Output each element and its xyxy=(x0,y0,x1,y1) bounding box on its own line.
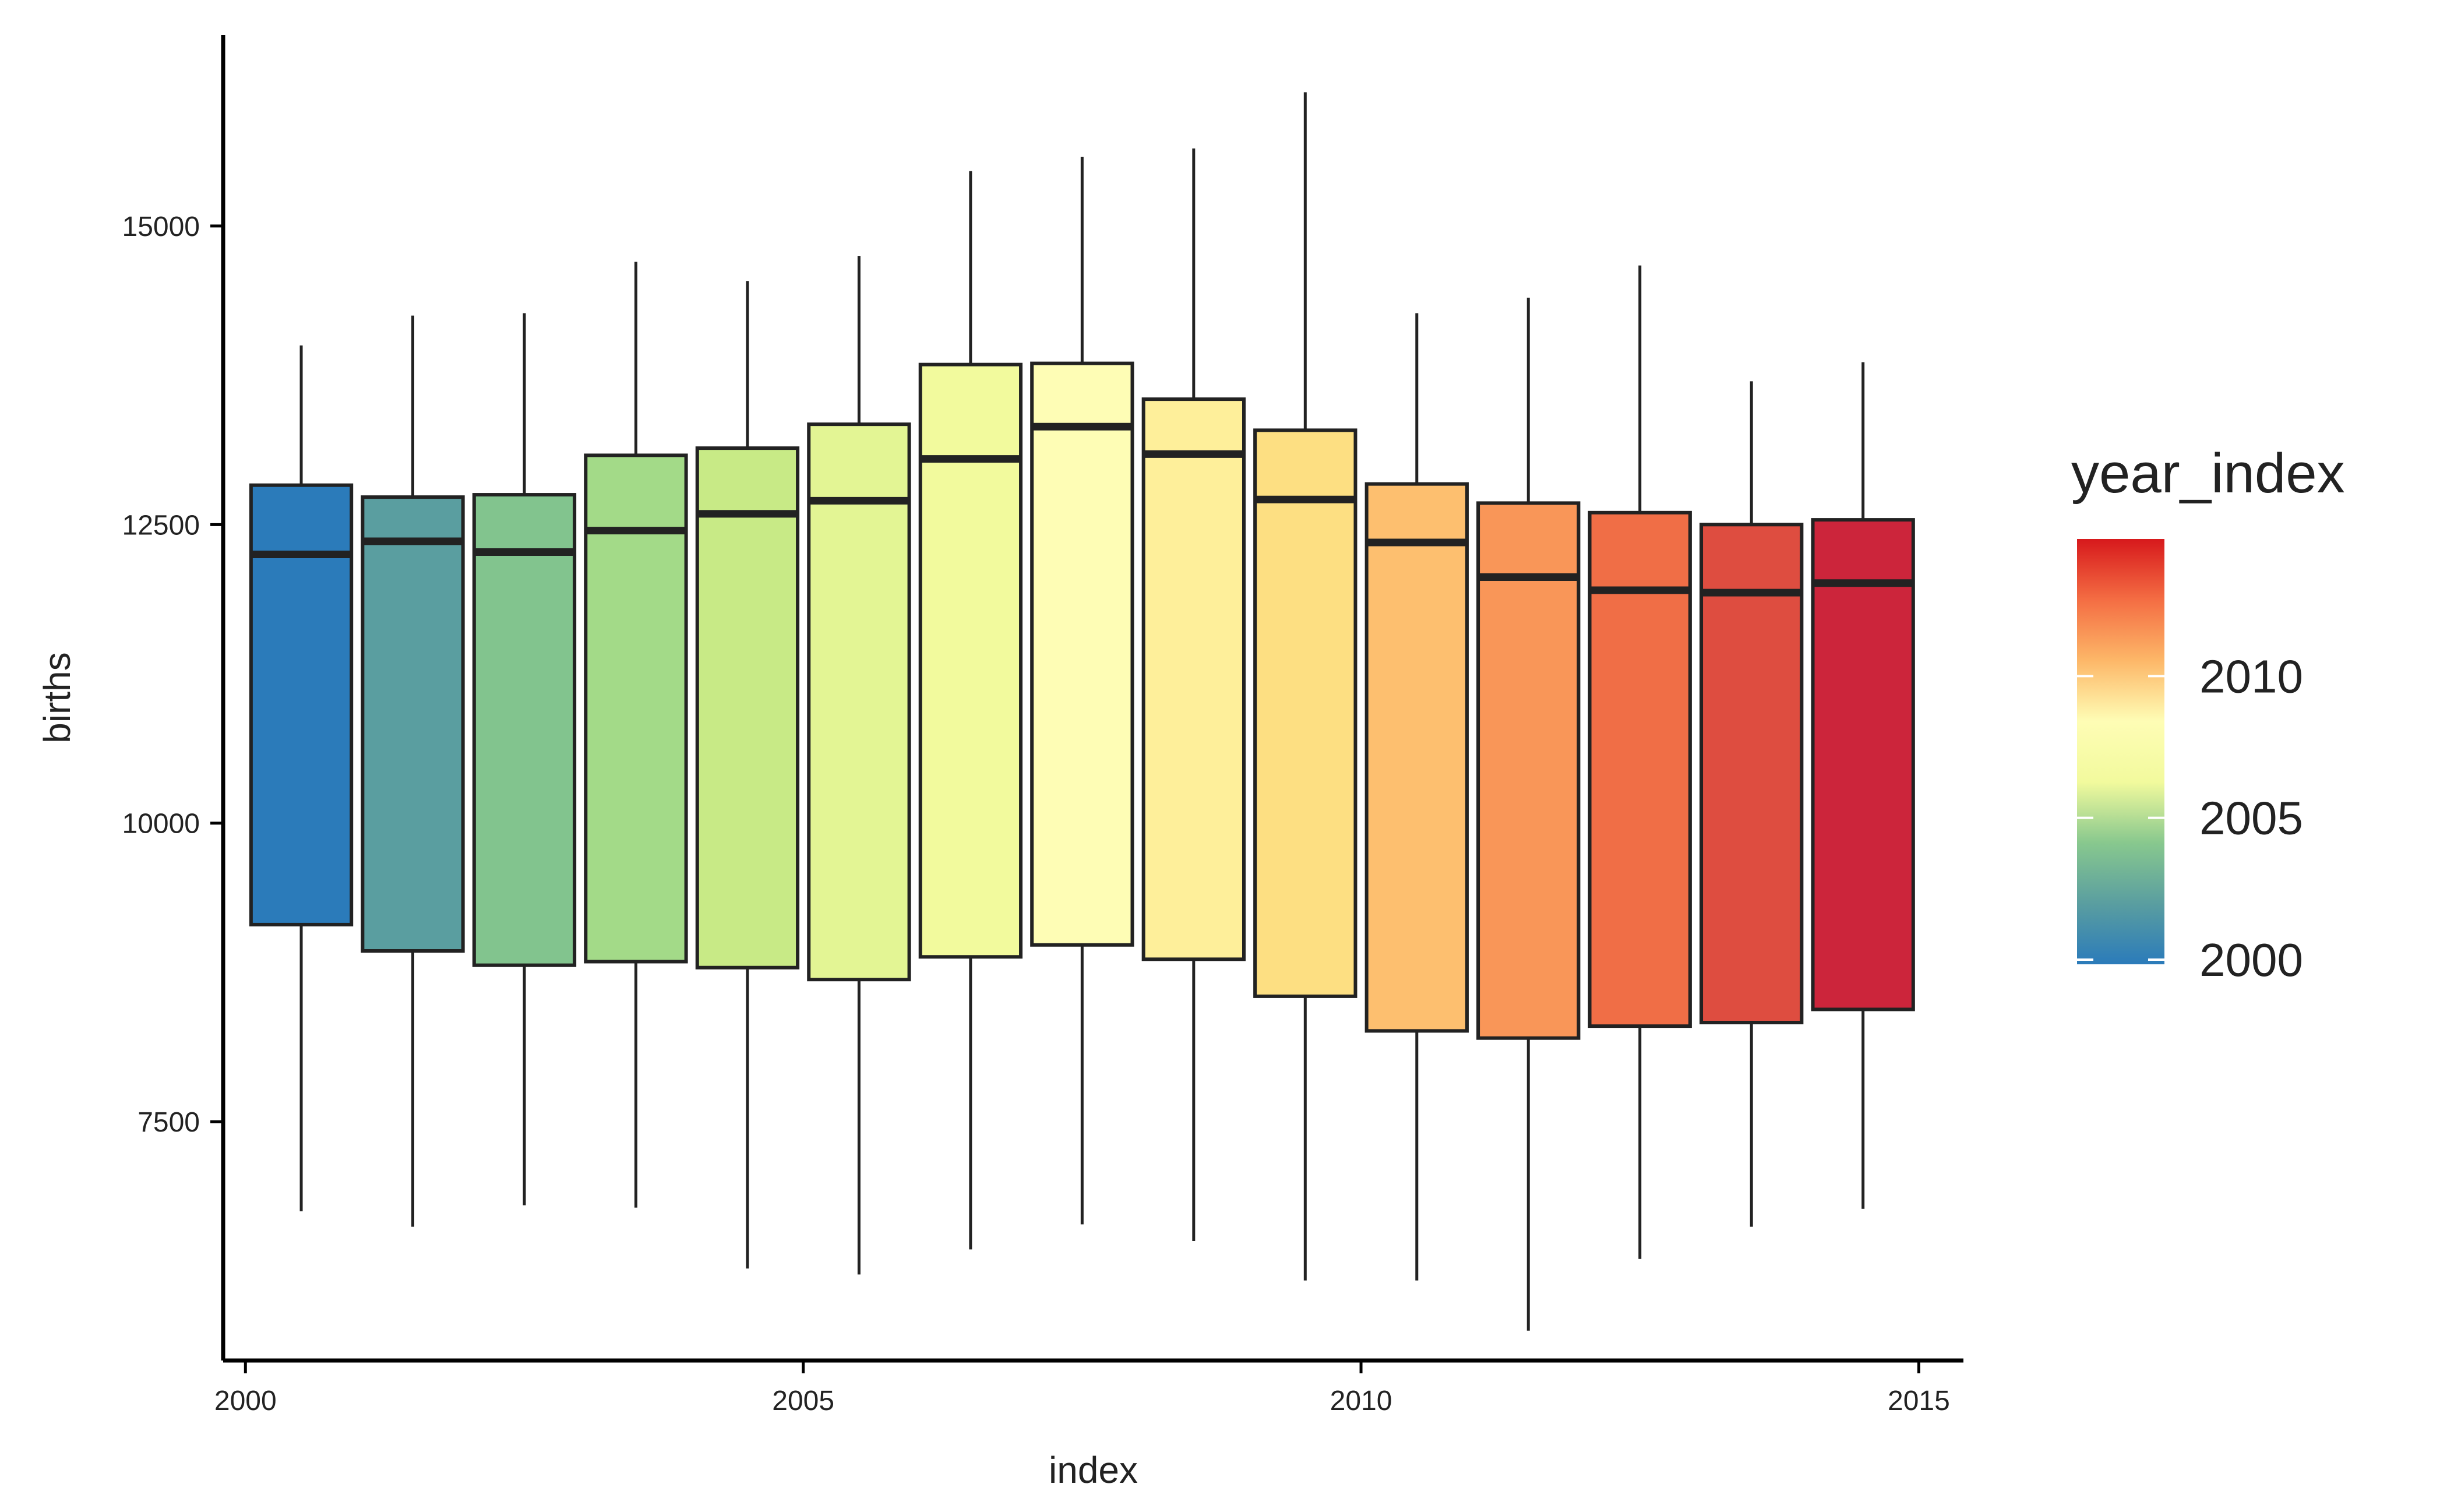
box-body xyxy=(361,495,465,953)
box-14 xyxy=(1811,362,1915,1209)
legend-tick-label: 2005 xyxy=(2199,792,2303,844)
box-body xyxy=(1141,397,1246,961)
y-tick-label: 12500 xyxy=(122,510,200,541)
y-axis-title: births xyxy=(36,652,78,743)
y-tick-label: 15000 xyxy=(122,212,200,242)
box-body xyxy=(1476,501,1581,1040)
box-body xyxy=(807,422,911,982)
box-9 xyxy=(1253,92,1358,1281)
box-0 xyxy=(249,345,354,1211)
box-body xyxy=(1811,518,1915,1011)
colorbar xyxy=(2077,539,2164,964)
legend-title: year_index xyxy=(2071,442,2345,505)
x-tick-label: 2005 xyxy=(772,1386,834,1416)
plot-area xyxy=(249,92,1915,1331)
box-body xyxy=(1699,523,1804,1024)
box-body xyxy=(584,453,688,964)
box-3 xyxy=(584,262,688,1208)
x-tick-label: 2015 xyxy=(1888,1386,1950,1416)
box-1 xyxy=(361,315,465,1227)
box-body xyxy=(1030,361,1134,947)
x-axis-title: index xyxy=(1049,1449,1138,1491)
box-11 xyxy=(1476,297,1581,1331)
box-7 xyxy=(1030,157,1134,1225)
y-tick-label: 7500 xyxy=(137,1107,200,1138)
box-body xyxy=(695,446,800,970)
colorbar-legend: year_index 2000 2005 2010 xyxy=(2071,442,2345,986)
box-2 xyxy=(472,313,577,1206)
x-tick-label: 2000 xyxy=(214,1386,277,1416)
box-body xyxy=(249,483,354,926)
legend-tick-label: 2000 xyxy=(2199,934,2303,986)
box-6 xyxy=(918,171,1023,1250)
box-8 xyxy=(1141,148,1246,1242)
box-5 xyxy=(807,256,911,1275)
box-10 xyxy=(1364,313,1469,1281)
legend-tick-label: 2010 xyxy=(2199,650,2303,702)
box-body xyxy=(472,493,577,967)
x-tick-label: 2010 xyxy=(1330,1386,1392,1416)
box-body xyxy=(1364,482,1469,1033)
y-tick-label: 10000 xyxy=(122,809,200,840)
axes: 2000 2005 2010 2015 7500 10000 12500 15000 xyxy=(122,35,1963,1416)
box-12 xyxy=(1588,265,1692,1259)
box-body xyxy=(918,362,1023,959)
box-4 xyxy=(695,281,800,1269)
box-13 xyxy=(1699,381,1804,1227)
box-body xyxy=(1253,428,1358,998)
box-body xyxy=(1588,510,1692,1028)
